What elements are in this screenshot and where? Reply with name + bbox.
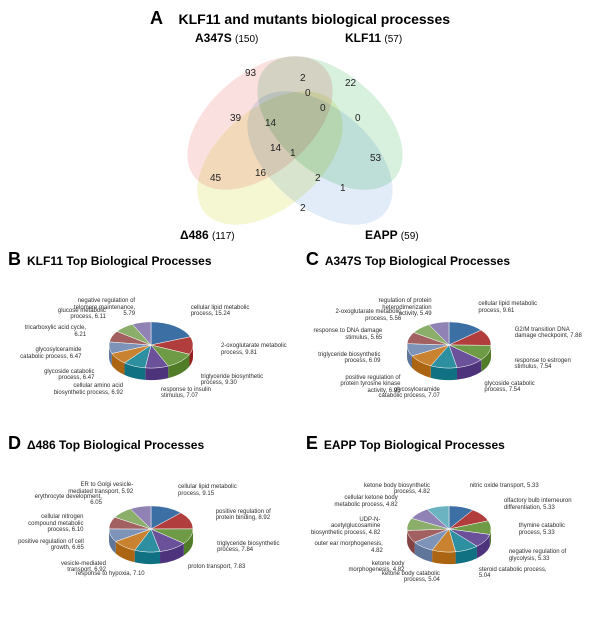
pie-slice-label: negative regulation of telomere maintena… bbox=[65, 298, 135, 318]
venn-diagram: A347S (150) KLF11 (57) Δ486 (117) EAPP (59)… bbox=[150, 33, 450, 243]
venn-region-count: 22 bbox=[345, 78, 356, 89]
pie-slice-label: olfactory bulb interneuron differentiati… bbox=[504, 498, 574, 511]
panel-c: C A347S Top Biological Processes cellula… bbox=[306, 249, 592, 427]
venn-region-count: 2 bbox=[300, 73, 306, 84]
pie-slice-label: cellular lipid metabolic process, 9.61 bbox=[478, 301, 548, 314]
pie-slice-label: cellular nitrogen compound metabolic pro… bbox=[14, 514, 84, 534]
pie-slice-label: ketone body biosynthetic process, 4.82 bbox=[360, 483, 430, 496]
panel-d: D Δ486 Top Biological Processes cellular… bbox=[8, 433, 294, 611]
panel-a-letter: A bbox=[150, 8, 163, 28]
pie-slice-label: ketone body morphogenesis, 4.82 bbox=[334, 561, 404, 574]
venn-region-count: 0 bbox=[355, 113, 361, 124]
panel-d-title: Δ486 Top Biological Processes bbox=[27, 438, 204, 452]
pie-slice-label: glycoside catabolic process, 7.54 bbox=[484, 381, 554, 394]
panel-b-letter: B bbox=[8, 249, 21, 270]
panel-e: E EAPP Top Biological Processes nitric o… bbox=[306, 433, 592, 611]
pie-slice-label: erythrocyte development, 6.05 bbox=[32, 494, 102, 507]
pie-slice-label: triglyceride biosynthetic process, 6.09 bbox=[310, 352, 380, 365]
venn-region-count: 2 bbox=[300, 203, 306, 214]
venn-set-label: A347S (150) bbox=[195, 31, 258, 45]
venn-region-count: 2 bbox=[315, 173, 321, 184]
pie-slice-label: response to insulin stimulus, 7.07 bbox=[161, 387, 231, 400]
panel-c-title: A347S Top Biological Processes bbox=[325, 254, 510, 268]
panel-a: A KLF11 and mutants biological processes… bbox=[8, 8, 592, 243]
venn-region-count: 45 bbox=[210, 173, 221, 184]
venn-region-count: 1 bbox=[290, 148, 296, 159]
pie-slice-label: response to DNA damage stimulus, 5.65 bbox=[312, 328, 382, 341]
venn-region-count: 14 bbox=[270, 143, 281, 154]
panel-c-letter: C bbox=[306, 249, 319, 270]
pie-slice-label: proton transport, 7.83 bbox=[188, 564, 258, 571]
pie-slice-label: positive regulation of protein tyrosine … bbox=[330, 375, 400, 395]
panel-e-letter: E bbox=[306, 433, 318, 454]
venn-region-count: 93 bbox=[245, 68, 256, 79]
pie-slice-label: regulation of protein heterodimerization… bbox=[362, 298, 432, 318]
pie-slice-label: cellular lipid metabolic process, 15.24 bbox=[191, 305, 261, 318]
venn-set-label: KLF11 (57) bbox=[345, 31, 402, 45]
pie-slice-label: 2-oxoglutarate metabolic process, 9.81 bbox=[221, 343, 291, 356]
pie-slice-label: thymine catabolic process, 5.33 bbox=[519, 523, 589, 536]
pie-slice-label: triglyceride biosynthetic process, 7.84 bbox=[217, 541, 287, 554]
panel-a-title: KLF11 and mutants biological processes bbox=[179, 11, 451, 27]
panel-e-title: EAPP Top Biological Processes bbox=[324, 438, 505, 452]
venn-region-count: 0 bbox=[320, 103, 326, 114]
pie-slice-label: glycoside catabolic process, 6.47 bbox=[24, 369, 94, 382]
panel-b-title: KLF11 Top Biological Processes bbox=[27, 254, 212, 268]
pie-slice-label: vesicle-mediated transport, 6.92 bbox=[36, 561, 106, 574]
venn-set-label: EAPP (59) bbox=[365, 228, 419, 242]
pie-slice-label: G2/M transition DNA damage checkpoint, 7… bbox=[515, 327, 585, 340]
pie-slice-label: outer ear morphogenesis, 4.82 bbox=[313, 541, 383, 554]
pie-slice-label: tricarboxylic acid cycle, 6.21 bbox=[16, 325, 86, 338]
pie-slice-label: cellular lipid metabolic process, 9.15 bbox=[178, 484, 248, 497]
panel-d-letter: D bbox=[8, 433, 21, 454]
pie-slice-label: steroid catabolic process, 5.04 bbox=[479, 567, 549, 580]
venn-region-count: 39 bbox=[230, 113, 241, 124]
venn-region-count: 0 bbox=[305, 88, 311, 99]
pie-slice-label: negative regulation of glycolysis, 5.33 bbox=[509, 549, 579, 562]
pie-slice-label: cellular ketone body metabolic process, … bbox=[328, 495, 398, 508]
pie-slice-label: cellular amino acid biosynthetic process… bbox=[53, 383, 123, 396]
pie-slice-label: ER to Golgi vesicle-mediated transport, … bbox=[63, 482, 133, 495]
pie-slice-label: response to estrogen stimulus, 7.54 bbox=[514, 358, 584, 371]
pie-slice-label: positive regulation of cell growth, 6.65 bbox=[14, 539, 84, 552]
pie-chart-d: cellular lipid metabolic process, 9.15 po… bbox=[8, 456, 294, 611]
venn-set-label: Δ486 (117) bbox=[180, 228, 235, 242]
pie-slice-label: triglyceride biosynthetic process, 9.30 bbox=[201, 374, 271, 387]
pie-chart-b: cellular lipid metabolic process, 15.24 2… bbox=[8, 272, 294, 427]
venn-region-count: 1 bbox=[340, 183, 346, 194]
venn-region-count: 53 bbox=[370, 153, 381, 164]
venn-region-count: 16 bbox=[255, 168, 266, 179]
pie-slice-label: nitric oxide transport, 5.33 bbox=[470, 483, 540, 490]
pie-slice-label: UDP-N-acetylglucosamine biosynthetic pro… bbox=[310, 517, 380, 537]
pie-chart-e: nitric oxide transport, 5.33 olfactory bu… bbox=[306, 456, 592, 611]
pie-slice-label: positive regulation of protein binding, … bbox=[216, 509, 286, 522]
panel-b: B KLF11 Top Biological Processes cellula… bbox=[8, 249, 294, 427]
pie-chart-c: cellular lipid metabolic process, 9.61 G2… bbox=[306, 272, 592, 427]
venn-region-count: 14 bbox=[265, 118, 276, 129]
pie-slice-label: glycosylceramide catabolic process, 6.47 bbox=[11, 347, 81, 360]
